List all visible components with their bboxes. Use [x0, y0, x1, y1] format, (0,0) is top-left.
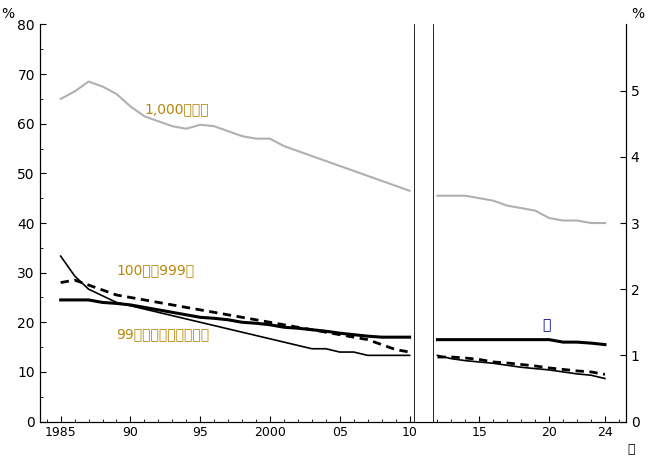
- Text: %: %: [631, 6, 645, 21]
- Text: 100人～999人: 100人～999人: [117, 263, 195, 277]
- Text: %: %: [2, 6, 15, 21]
- Bar: [414, 0, 434, 426]
- Text: 計: 計: [542, 318, 551, 332]
- Text: 1,000人以上: 1,000人以上: [145, 102, 209, 116]
- Text: 年: 年: [627, 443, 635, 456]
- Text: 99人以下（目盛は右）: 99人以下（目盛は右）: [117, 328, 210, 342]
